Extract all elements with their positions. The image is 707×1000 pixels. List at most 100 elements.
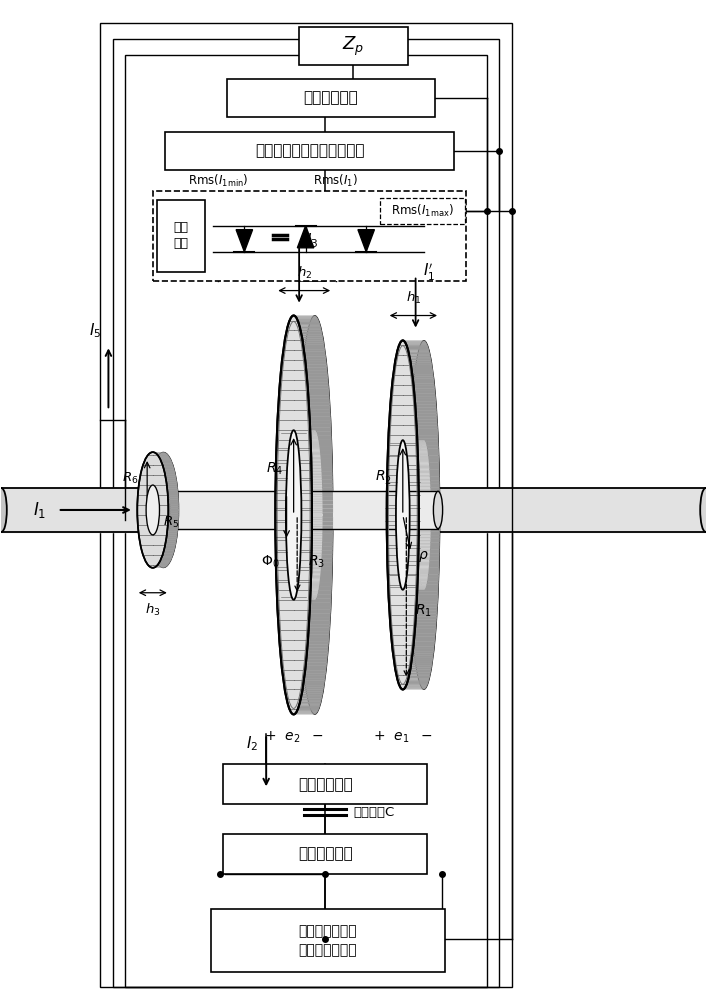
Polygon shape	[160, 459, 171, 460]
Polygon shape	[300, 699, 322, 700]
Polygon shape	[161, 462, 173, 463]
Polygon shape	[409, 354, 431, 356]
Polygon shape	[301, 528, 322, 530]
Polygon shape	[419, 473, 440, 477]
Polygon shape	[300, 466, 321, 467]
Polygon shape	[308, 399, 330, 402]
Bar	[227, 79, 435, 117]
Polygon shape	[168, 513, 179, 516]
Polygon shape	[299, 571, 320, 573]
Polygon shape	[419, 498, 440, 502]
Polygon shape	[165, 475, 176, 477]
Polygon shape	[168, 511, 179, 513]
Polygon shape	[301, 484, 322, 486]
Text: $\Phi_0$: $\Phi_0$	[261, 553, 279, 570]
Polygon shape	[419, 528, 440, 531]
Polygon shape	[415, 625, 436, 628]
Polygon shape	[300, 479, 322, 481]
Polygon shape	[168, 489, 178, 491]
Polygon shape	[301, 518, 322, 519]
Polygon shape	[413, 649, 434, 651]
Text: $R_6$: $R_6$	[122, 471, 139, 486]
Polygon shape	[305, 671, 326, 673]
Polygon shape	[162, 463, 173, 465]
Polygon shape	[301, 540, 322, 542]
Polygon shape	[418, 578, 439, 581]
Polygon shape	[311, 559, 332, 563]
Polygon shape	[167, 487, 177, 489]
Polygon shape	[409, 542, 431, 543]
Polygon shape	[300, 473, 322, 475]
Polygon shape	[419, 469, 440, 473]
Polygon shape	[409, 502, 431, 503]
Polygon shape	[312, 534, 333, 538]
Polygon shape	[166, 480, 177, 482]
Polygon shape	[408, 562, 429, 564]
Polygon shape	[301, 537, 322, 539]
Polygon shape	[418, 449, 439, 452]
Polygon shape	[298, 447, 320, 448]
Polygon shape	[417, 442, 438, 445]
Polygon shape	[418, 466, 439, 469]
Polygon shape	[409, 473, 430, 474]
Polygon shape	[1, 488, 149, 532]
Polygon shape	[301, 507, 322, 509]
Polygon shape	[409, 514, 431, 516]
Polygon shape	[305, 357, 326, 359]
Polygon shape	[418, 560, 439, 564]
Polygon shape	[416, 407, 437, 410]
Polygon shape	[168, 527, 178, 529]
Polygon shape	[312, 496, 333, 500]
Polygon shape	[418, 564, 439, 567]
Polygon shape	[165, 543, 176, 545]
Text: $R_5$: $R_5$	[163, 515, 180, 530]
Polygon shape	[310, 431, 332, 435]
Polygon shape	[310, 428, 332, 431]
Polygon shape	[414, 642, 435, 644]
Polygon shape	[301, 539, 322, 540]
Polygon shape	[300, 463, 321, 464]
Bar	[223, 764, 428, 804]
Polygon shape	[305, 359, 327, 362]
Polygon shape	[162, 555, 173, 556]
Polygon shape	[298, 226, 314, 248]
Polygon shape	[308, 389, 329, 392]
Polygon shape	[299, 573, 320, 574]
Polygon shape	[310, 595, 332, 599]
Polygon shape	[409, 482, 430, 484]
Polygon shape	[301, 693, 323, 695]
Polygon shape	[166, 538, 177, 540]
Polygon shape	[408, 564, 429, 565]
Ellipse shape	[396, 440, 409, 590]
Polygon shape	[408, 560, 429, 561]
Polygon shape	[411, 364, 432, 366]
Polygon shape	[418, 452, 439, 455]
Polygon shape	[408, 680, 429, 681]
Polygon shape	[164, 469, 175, 471]
Polygon shape	[168, 523, 178, 525]
Polygon shape	[299, 451, 320, 452]
Polygon shape	[301, 491, 322, 493]
Polygon shape	[306, 660, 327, 663]
Polygon shape	[311, 571, 332, 575]
Polygon shape	[301, 486, 322, 488]
Polygon shape	[411, 370, 433, 372]
Polygon shape	[300, 547, 322, 549]
Polygon shape	[419, 557, 440, 560]
Ellipse shape	[275, 316, 312, 714]
Ellipse shape	[296, 316, 333, 714]
Polygon shape	[411, 660, 433, 662]
Polygon shape	[409, 485, 431, 487]
Polygon shape	[298, 582, 320, 583]
Polygon shape	[166, 540, 177, 542]
Polygon shape	[408, 469, 429, 470]
Polygon shape	[311, 455, 332, 459]
Polygon shape	[409, 527, 431, 528]
Ellipse shape	[307, 430, 322, 600]
Polygon shape	[410, 668, 432, 669]
Polygon shape	[419, 524, 440, 528]
Polygon shape	[419, 535, 440, 539]
Polygon shape	[310, 435, 332, 439]
Polygon shape	[299, 575, 320, 576]
Bar	[153, 191, 466, 281]
